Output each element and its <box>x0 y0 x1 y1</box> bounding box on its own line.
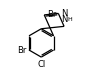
Text: N: N <box>61 15 67 24</box>
Text: Br: Br <box>47 10 57 19</box>
Text: H: H <box>68 17 73 22</box>
Text: Br: Br <box>17 46 26 55</box>
Text: N: N <box>61 9 67 18</box>
Text: Cl: Cl <box>37 60 45 69</box>
